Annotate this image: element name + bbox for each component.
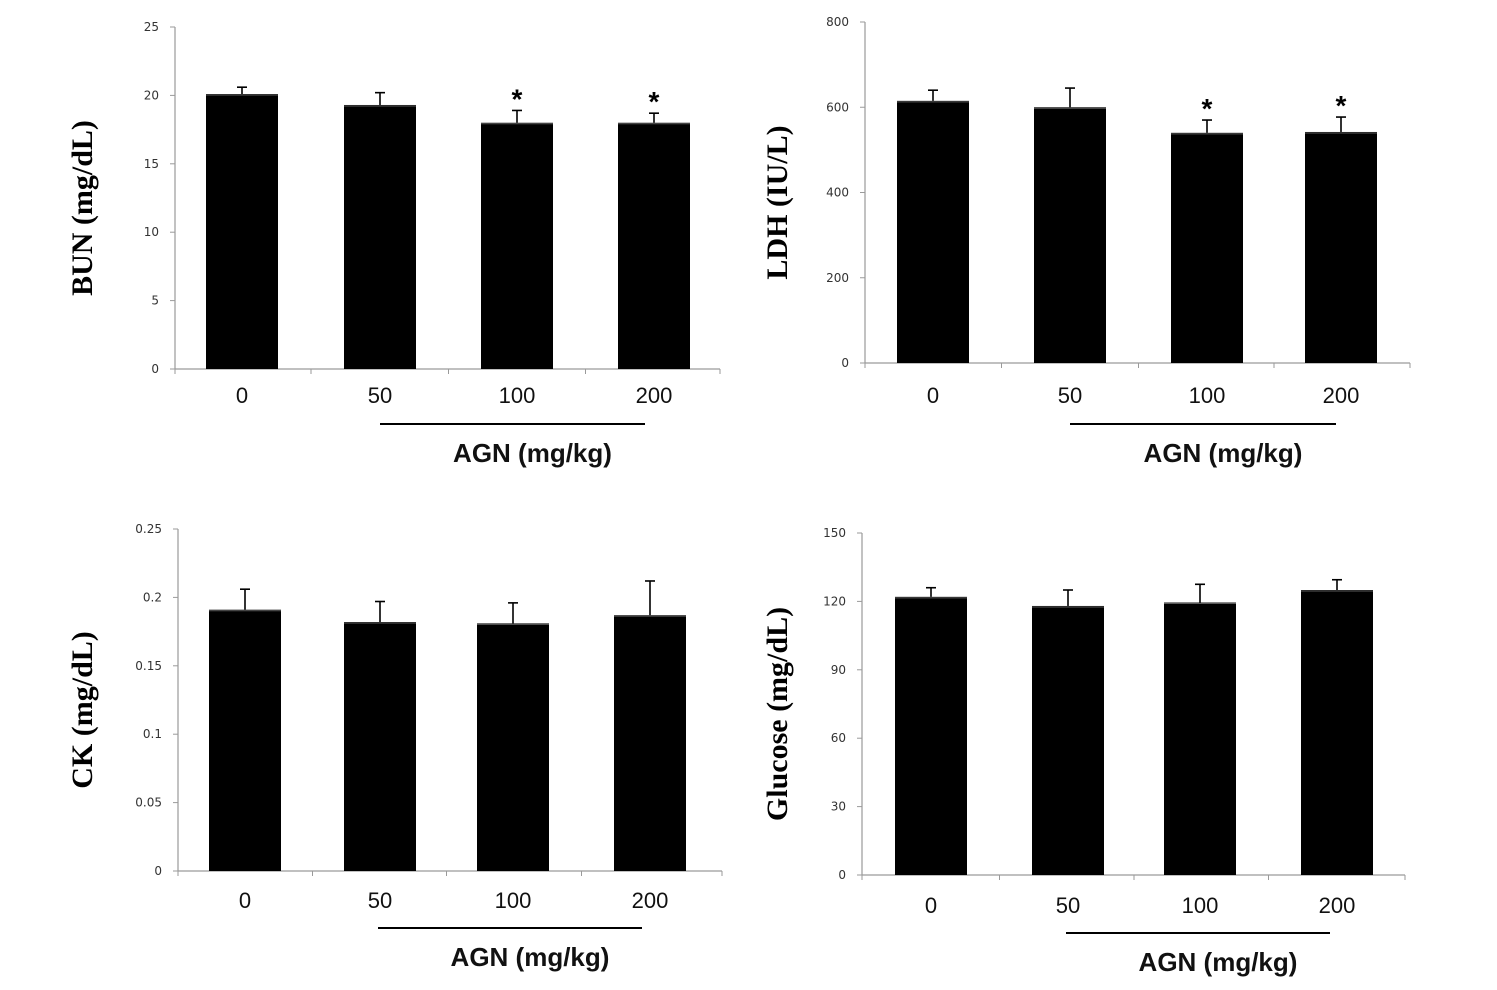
x-tick-label: 0 <box>239 888 251 913</box>
y-tick-label: 600 <box>826 100 849 114</box>
x-tick-label: 100 <box>499 383 536 408</box>
bar <box>1034 107 1106 363</box>
x-axis-title: AGN (mg/kg) <box>451 942 610 972</box>
x-axis-title: AGN (mg/kg) <box>1144 438 1303 468</box>
y-tick-label: 0.1 <box>143 727 162 741</box>
y-tick-label: 800 <box>826 15 849 29</box>
chart-panel-2: 0 200 400 600 800 0 50 * 100 * 200 AGN (mg/kg) LDH (… <box>761 15 1411 468</box>
bar <box>477 623 549 871</box>
y-tick-label: 0 <box>841 356 849 370</box>
bar <box>1305 131 1377 363</box>
bar <box>1032 605 1104 875</box>
x-axis-title: AGN (mg/kg) <box>453 438 612 468</box>
bar <box>618 122 690 369</box>
y-tick-label: 200 <box>826 271 849 285</box>
bar <box>209 609 281 871</box>
y-tick-label: 10 <box>144 225 159 239</box>
bar <box>1301 590 1373 875</box>
chart-panel-1: 0 5 10 15 20 25 0 50 * 100 * 200 AGN (mg/kg) BUN (mg/… <box>66 20 721 468</box>
chart-panel-3: 0 0.05 0.1 0.15 0.2 0.25 0 50 100 200 AGN (mg/kg) C… <box>66 522 723 972</box>
y-tick-label: 0.25 <box>135 522 162 536</box>
bar <box>344 622 416 871</box>
x-tick-label: 200 <box>1319 893 1356 918</box>
y-tick-label: 0.2 <box>143 590 162 604</box>
y-tick-label: 120 <box>823 594 846 608</box>
y-tick-label: 30 <box>831 800 846 814</box>
y-tick-label: 0 <box>838 868 846 882</box>
bar <box>481 122 553 369</box>
y-tick-label: 5 <box>151 294 159 308</box>
y-tick-label: 25 <box>144 20 159 34</box>
y-tick-label: 0.05 <box>135 796 162 810</box>
y-tick-label: 0 <box>151 362 159 376</box>
bar <box>206 94 278 370</box>
x-tick-label: 100 <box>495 888 532 913</box>
bar <box>344 104 416 369</box>
y-tick-label: 150 <box>823 526 846 540</box>
y-tick-label: 90 <box>831 663 846 677</box>
y-tick-label: 0 <box>154 864 162 878</box>
chart-panel-4: 0 30 60 90 120 150 0 50 100 200 AGN (mg/kg) Glucose… <box>761 526 1406 977</box>
bar <box>1171 132 1243 363</box>
y-tick-label: 0.15 <box>135 659 162 673</box>
x-tick-label: 100 <box>1182 893 1219 918</box>
x-tick-label: 0 <box>925 893 937 918</box>
y-axis-title: Glucose (mg/dL) <box>761 607 794 821</box>
x-tick-label: 0 <box>236 383 248 408</box>
significance-star: * <box>649 86 660 117</box>
x-tick-label: 200 <box>632 888 669 913</box>
y-tick-label: 20 <box>144 88 159 102</box>
x-tick-label: 50 <box>1058 383 1082 408</box>
significance-star: * <box>512 83 523 114</box>
x-tick-label: 0 <box>927 383 939 408</box>
x-tick-label: 50 <box>1056 893 1080 918</box>
bar <box>897 100 969 363</box>
x-axis-title: AGN (mg/kg) <box>1139 947 1298 977</box>
x-tick-label: 200 <box>636 383 673 408</box>
y-axis-title: BUN (mg/dL) <box>66 120 99 296</box>
significance-star: * <box>1202 93 1213 124</box>
y-tick-label: 15 <box>144 157 159 171</box>
y-axis-title: LDH (IU/L) <box>761 125 794 279</box>
bar <box>614 615 686 871</box>
x-tick-label: 200 <box>1323 383 1360 408</box>
x-tick-label: 50 <box>368 888 392 913</box>
bar <box>1164 602 1236 875</box>
significance-star: * <box>1336 90 1347 121</box>
y-axis-title: CK (mg/dL) <box>66 631 99 789</box>
bar <box>895 596 967 875</box>
x-tick-label: 100 <box>1189 383 1226 408</box>
y-tick-label: 400 <box>826 186 849 200</box>
y-tick-label: 60 <box>831 731 846 745</box>
x-tick-label: 50 <box>368 383 392 408</box>
